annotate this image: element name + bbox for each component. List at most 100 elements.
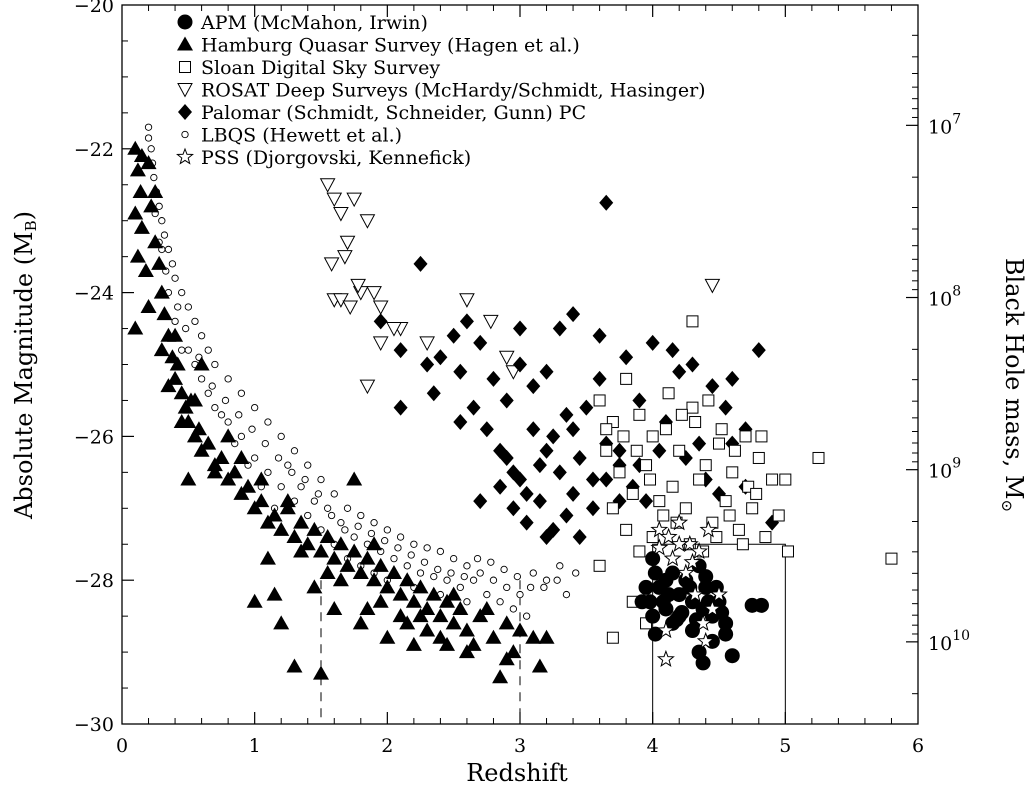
data-point bbox=[186, 392, 203, 407]
data-point bbox=[559, 507, 574, 524]
data-point bbox=[715, 423, 728, 436]
data-point bbox=[559, 406, 574, 423]
data-point bbox=[718, 399, 733, 416]
data-point bbox=[606, 631, 619, 644]
data-point bbox=[419, 336, 435, 351]
data-point bbox=[713, 437, 725, 450]
data-point bbox=[640, 459, 653, 472]
data-point bbox=[645, 608, 661, 624]
data-point bbox=[313, 665, 329, 680]
data-point bbox=[137, 263, 154, 278]
data-point bbox=[354, 522, 362, 530]
data-point bbox=[500, 565, 508, 574]
data-point bbox=[647, 565, 663, 581]
data-point bbox=[689, 416, 702, 429]
x-tick-label: 5 bbox=[779, 735, 791, 757]
data-point bbox=[753, 597, 769, 613]
data-point bbox=[498, 651, 515, 666]
data-point bbox=[301, 475, 309, 484]
data-point bbox=[332, 536, 349, 551]
data-point bbox=[343, 504, 352, 512]
data-point bbox=[140, 298, 157, 313]
data-point bbox=[446, 327, 461, 344]
data-point bbox=[723, 509, 736, 522]
data-point bbox=[333, 293, 349, 308]
data-point bbox=[513, 320, 527, 337]
data-point bbox=[410, 540, 418, 548]
data-point bbox=[419, 622, 436, 637]
data-point bbox=[572, 569, 580, 577]
data-point bbox=[498, 350, 515, 366]
data-point bbox=[432, 629, 449, 644]
data-point bbox=[599, 194, 614, 211]
legend-marker bbox=[179, 61, 191, 73]
data-point bbox=[246, 593, 263, 608]
data-point bbox=[626, 487, 639, 500]
data-point bbox=[273, 521, 290, 536]
data-point bbox=[178, 346, 186, 354]
data-point bbox=[633, 408, 646, 421]
data-point bbox=[726, 466, 739, 479]
data-point bbox=[319, 178, 336, 193]
data-point bbox=[372, 336, 389, 351]
data-point bbox=[174, 303, 182, 311]
data-point bbox=[445, 615, 462, 630]
data-point bbox=[173, 385, 190, 400]
legend-label: Sloan Digital Sky Survey bbox=[201, 57, 440, 79]
data-point bbox=[326, 600, 343, 615]
data-point bbox=[221, 396, 230, 405]
data-point bbox=[482, 314, 499, 330]
legend-item: ROSAT Deep Surveys (McHardy/Schmidt, Has… bbox=[177, 80, 706, 102]
data-point bbox=[367, 529, 376, 538]
data-point bbox=[346, 543, 363, 558]
data-point bbox=[339, 557, 356, 572]
data-point bbox=[562, 590, 571, 599]
legend-label: ROSAT Deep Surveys (McHardy/Schmidt, Has… bbox=[201, 80, 706, 102]
y-tick-label: −22 bbox=[74, 139, 114, 161]
data-point bbox=[710, 531, 723, 544]
legend-marker bbox=[177, 36, 193, 51]
data-point bbox=[133, 147, 150, 162]
data-point bbox=[661, 587, 677, 603]
data-point bbox=[150, 173, 158, 182]
data-point bbox=[224, 375, 232, 383]
data-point bbox=[693, 473, 706, 486]
data-point bbox=[259, 550, 276, 565]
data-point bbox=[463, 562, 471, 570]
data-point bbox=[197, 332, 206, 340]
legend-label: PSS (Djorgovski, Kennefick) bbox=[201, 147, 471, 169]
data-point bbox=[279, 500, 296, 515]
data-point bbox=[673, 444, 686, 457]
data-point bbox=[473, 334, 488, 351]
data-point bbox=[781, 545, 794, 558]
data-point bbox=[519, 514, 534, 531]
data-point bbox=[683, 552, 702, 570]
data-point bbox=[465, 636, 482, 651]
data-point bbox=[516, 590, 524, 599]
data-point bbox=[266, 586, 283, 601]
data-point bbox=[390, 554, 398, 563]
data-point bbox=[503, 583, 511, 592]
data-point bbox=[653, 495, 666, 508]
data-point bbox=[620, 372, 633, 385]
data-point bbox=[259, 514, 276, 529]
data-point bbox=[698, 579, 714, 595]
x-tick-label: 4 bbox=[647, 735, 659, 757]
data-point bbox=[592, 370, 607, 387]
data-point bbox=[486, 370, 501, 387]
data-point bbox=[178, 288, 186, 297]
data-point bbox=[204, 389, 212, 397]
data-point bbox=[617, 430, 630, 443]
data-point bbox=[473, 493, 488, 510]
data-point bbox=[357, 511, 365, 520]
data-point bbox=[732, 523, 745, 536]
data-point bbox=[724, 648, 740, 664]
data-point bbox=[394, 544, 402, 552]
data-point bbox=[710, 585, 728, 603]
data-point bbox=[293, 543, 310, 558]
data-point bbox=[279, 493, 296, 508]
data-point bbox=[412, 579, 429, 594]
data-point bbox=[752, 451, 765, 464]
data-point bbox=[690, 541, 709, 560]
data-point bbox=[532, 493, 547, 510]
